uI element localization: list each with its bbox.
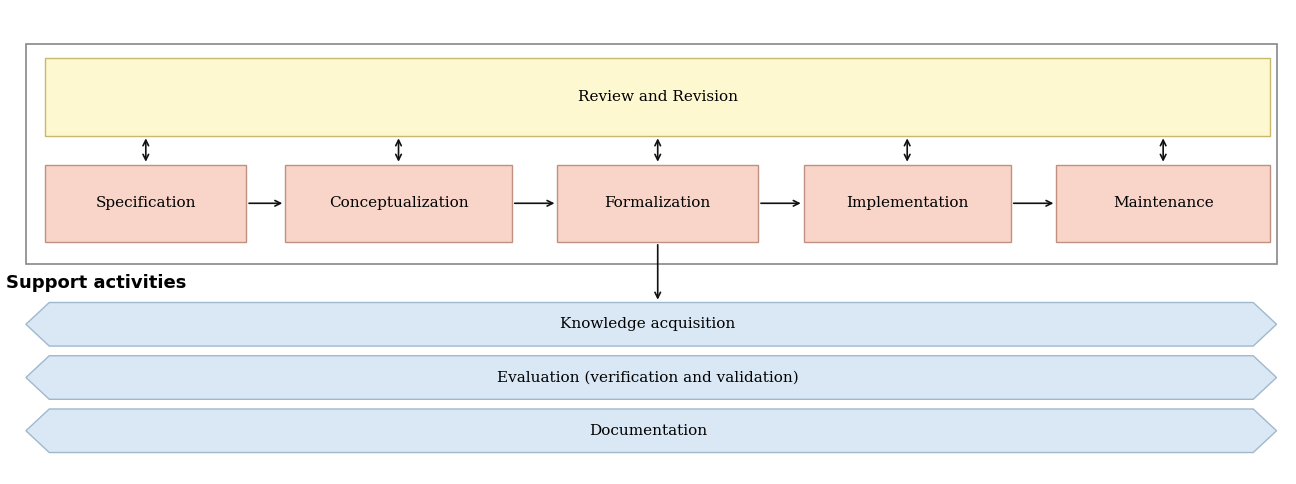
FancyBboxPatch shape <box>1056 165 1270 242</box>
FancyBboxPatch shape <box>804 165 1011 242</box>
Polygon shape <box>26 356 1277 399</box>
Text: Review and Revision: Review and Revision <box>578 90 737 104</box>
FancyBboxPatch shape <box>45 165 246 242</box>
Text: Formalization: Formalization <box>605 197 710 210</box>
FancyBboxPatch shape <box>285 165 512 242</box>
Text: Implementation: Implementation <box>846 197 968 210</box>
FancyBboxPatch shape <box>45 58 1270 136</box>
Text: Maintenance: Maintenance <box>1113 197 1213 210</box>
FancyBboxPatch shape <box>26 44 1277 264</box>
Text: Specification: Specification <box>96 197 196 210</box>
Text: Evaluation (verification and validation): Evaluation (verification and validation) <box>498 371 798 384</box>
Polygon shape <box>26 409 1277 453</box>
Text: Knowledge acquisition: Knowledge acquisition <box>560 318 736 331</box>
Text: Support activities: Support activities <box>6 274 187 292</box>
FancyBboxPatch shape <box>557 165 758 242</box>
Text: Conceptualization: Conceptualization <box>329 197 468 210</box>
Text: Documentation: Documentation <box>588 424 708 438</box>
Polygon shape <box>26 302 1277 346</box>
